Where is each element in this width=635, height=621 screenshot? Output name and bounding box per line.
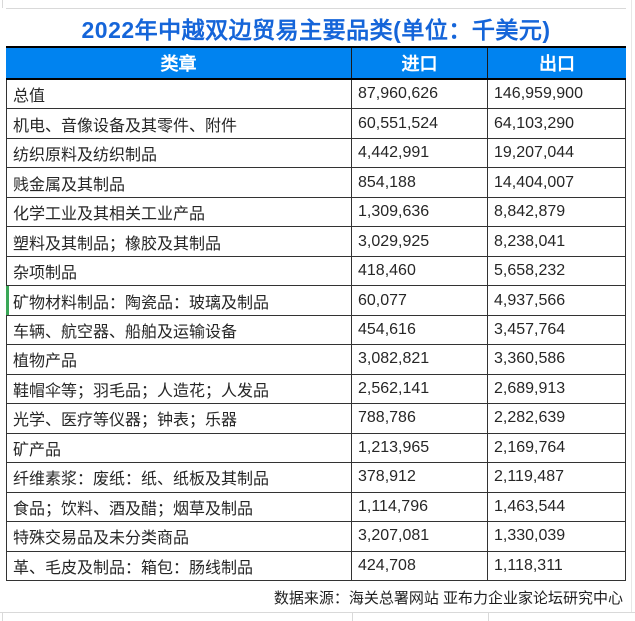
category-cell: 车辆、航空器、船舶及运输设备 <box>7 315 352 345</box>
table-row: 革、毛皮及制品：箱包：肠线制品 424,708 1,118,311 <box>7 551 625 581</box>
import-value-cell: 1,213,965 <box>352 433 488 463</box>
table-row: 纺织原料及纺织制品 4,442,991 19,207,044 <box>7 138 625 169</box>
import-value-cell: 2,562,141 <box>352 374 488 404</box>
table-body: 总值 87,960,626 146,959,900 机电、音像设备及其零件、附件 60,… <box>6 80 626 581</box>
category-cell: 塑料及其制品；橡胶及其制品 <box>7 227 352 256</box>
table-row: 鞋帽伞等；羽毛品；人造花；人发品 2,562,141 2,689,913 <box>7 374 625 405</box>
export-value-cell: 2,119,487 <box>494 468 564 486</box>
category-cell: 纤维素浆：废纸：纸、纸板及其制品 <box>7 463 352 492</box>
category-cell: 贱金属及其制品 <box>7 168 352 197</box>
import-value-cell: 4,442,991 <box>352 138 488 168</box>
export-value-cell: 2,169,764 <box>494 438 566 456</box>
export-value-cell: 19,207,044 <box>494 144 575 162</box>
category-cell: 植物产品 <box>7 345 352 374</box>
gridline <box>2 0 3 8</box>
category-cell: 总值 <box>7 80 352 109</box>
import-value-cell: 60,077 <box>352 286 488 315</box>
gridline <box>488 612 489 621</box>
import-value-cell: 854,188 <box>352 168 488 197</box>
export-value-cell: 1,330,039 <box>494 527 566 545</box>
export-value-cell: 1,463,544 <box>494 497 566 515</box>
table-row: 杂项制品 418,460 5,658,232 <box>7 256 625 287</box>
export-value-cell: 3,360,586 <box>494 350 566 368</box>
export-value-cell: 14,404,007 <box>494 173 575 191</box>
table-row: 纤维素浆：废纸：纸、纸板及其制品 378,912 2,119,487 <box>7 463 625 493</box>
table-row: 贱金属及其制品 854,188 14,404,007 <box>7 168 625 198</box>
table-row: 食品；饮料、酒及醋；烟草及制品 1,114,796 1,463,544 <box>7 492 625 523</box>
export-value-cell: 1,118,311 <box>494 556 563 574</box>
table-header-row: 类章 进口 出口 <box>6 46 626 80</box>
gridline <box>2 612 3 621</box>
export-value-cell: 8,842,879 <box>494 203 566 221</box>
table-row: 矿物材料制品：陶瓷品：玻璃及制品 60,077 4,937,566 <box>6 286 625 316</box>
category-cell: 矿物材料制品：陶瓷品：玻璃及制品 <box>7 286 352 315</box>
category-cell: 矿产品 <box>7 433 352 463</box>
import-value-cell: 3,082,821 <box>352 345 488 374</box>
export-value-cell: 4,937,566 <box>494 291 566 309</box>
table-row: 植物产品 3,082,821 3,360,586 <box>7 345 625 375</box>
category-cell: 杂项制品 <box>7 256 352 286</box>
import-value-cell: 1,114,796 <box>352 492 488 522</box>
import-value-cell: 1,309,636 <box>352 197 488 227</box>
import-value-cell: 788,786 <box>352 404 488 433</box>
table-row: 车辆、航空器、船舶及运输设备 454,616 3,457,764 <box>7 315 625 346</box>
table-row: 总值 87,960,626 146,959,900 <box>7 80 625 110</box>
column-header-import: 进口 <box>352 48 488 78</box>
import-value-cell: 418,460 <box>352 256 488 286</box>
category-cell: 光学、医疗等仪器；钟表；乐器 <box>7 404 352 433</box>
export-value-cell: 2,282,639 <box>494 409 566 427</box>
table-row: 化学工业及其相关工业产品 1,309,636 8,842,879 <box>7 197 625 228</box>
import-value-cell: 424,708 <box>352 551 488 580</box>
gridline <box>0 612 635 613</box>
table-row: 矿产品 1,213,965 2,169,764 <box>7 433 625 464</box>
export-value-cell: 2,689,913 <box>494 379 566 397</box>
category-cell: 食品；饮料、酒及醋；烟草及制品 <box>7 492 352 522</box>
export-value-cell: 5,658,232 <box>494 262 566 280</box>
table-row: 光学、医疗等仪器；钟表；乐器 788,786 2,282,639 <box>7 404 625 434</box>
import-value-cell: 3,207,081 <box>352 522 488 551</box>
category-cell: 革、毛皮及制品：箱包：肠线制品 <box>7 551 352 580</box>
import-value-cell: 3,029,925 <box>352 227 488 256</box>
column-header-export: 出口 <box>539 54 575 74</box>
column-header-category: 类章 <box>6 48 352 78</box>
category-cell: 鞋帽伞等；羽毛品；人造花；人发品 <box>7 374 352 404</box>
category-cell: 特殊交易品及未分类商品 <box>7 522 352 551</box>
trade-table: 类章 进口 出口 总值 87,960,626 146,959,900 机电、音像设备及… <box>6 46 626 581</box>
table-row: 机电、音像设备及其零件、附件 60,551,524 64,103,290 <box>7 109 625 139</box>
import-value-cell: 454,616 <box>352 315 488 345</box>
table-row: 塑料及其制品；橡胶及其制品 3,029,925 8,238,041 <box>7 227 625 257</box>
export-value-cell: 146,959,900 <box>494 85 583 103</box>
category-cell: 化学工业及其相关工业产品 <box>7 197 352 227</box>
data-source-note: 数据来源：海关总署网站 亚布力企业家论坛研究中心 <box>273 589 623 607</box>
import-value-cell: 378,912 <box>352 463 488 492</box>
gridline <box>631 0 632 612</box>
table-row: 特殊交易品及未分类商品 3,207,081 1,330,039 <box>7 522 625 552</box>
page-title: 2022年中越双边贸易主要品类(单位：千美元) <box>6 8 626 46</box>
import-value-cell: 87,960,626 <box>352 80 488 109</box>
category-cell: 机电、音像设备及其零件、附件 <box>7 109 352 138</box>
export-value-cell: 8,238,041 <box>494 232 566 250</box>
import-value-cell: 60,551,524 <box>352 109 488 138</box>
gridline <box>352 612 353 621</box>
category-cell: 纺织原料及纺织制品 <box>7 138 352 168</box>
export-value-cell: 3,457,764 <box>494 320 566 338</box>
export-value-cell: 64,103,290 <box>494 114 575 132</box>
